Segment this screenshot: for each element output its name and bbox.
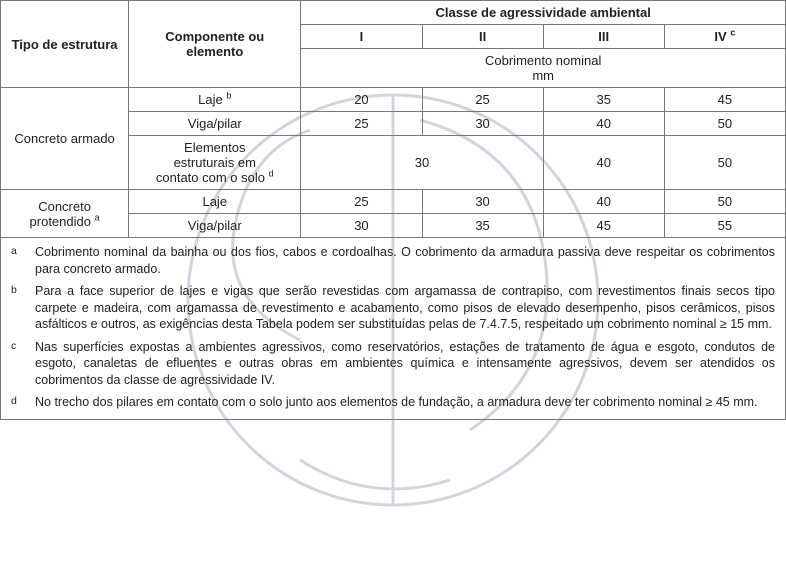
header-col-iv-label: IV	[714, 29, 726, 44]
cell-component: Laje b	[129, 88, 301, 112]
header-col-ii: II	[422, 25, 543, 49]
comp-solo-l3: contato com o solo	[156, 170, 265, 185]
header-cobrimento-l1: Cobrimento nominal	[485, 53, 601, 68]
table-row: Concreto protendido a Laje 25 30 40 50	[1, 190, 786, 214]
header-col-iv: IV c	[664, 25, 785, 49]
cell-value: 25	[301, 112, 422, 136]
note-a: a Cobrimento nominal da bainha ou dos fi…	[11, 244, 775, 277]
header-col-iii: III	[543, 25, 664, 49]
note-letter: a	[11, 244, 25, 259]
cell-value: 25	[301, 190, 422, 214]
cell-value: 40	[543, 136, 664, 190]
group-concreto-armado: Concreto armado	[1, 88, 129, 190]
cell-value: 50	[664, 112, 785, 136]
note-letter: c	[11, 339, 25, 354]
note-text: Cobrimento nominal da bainha ou dos fios…	[35, 244, 775, 277]
cell-component: Elementos estruturais em contato com o s…	[129, 136, 301, 190]
cell-value: 40	[543, 190, 664, 214]
note-text: No trecho dos pilares em contato com o s…	[35, 394, 775, 411]
cell-value: 45	[543, 214, 664, 238]
group-concreto-protendido: Concreto protendido a	[1, 190, 129, 238]
table-row: Concreto armado Laje b 20 25 35 45	[1, 88, 786, 112]
note-b: b Para a face superior de lajes e vigas …	[11, 283, 775, 333]
cell-value: 50	[664, 136, 785, 190]
cell-component: Viga/pilar	[129, 214, 301, 238]
header-cobrimento: Cobrimento nominal mm	[301, 49, 786, 88]
cell-value: 55	[664, 214, 785, 238]
cell-value: 30	[301, 214, 422, 238]
cell-value: 25	[422, 88, 543, 112]
cell-value: 50	[664, 190, 785, 214]
note-letter: b	[11, 283, 25, 298]
comp-laje-sup: b	[226, 91, 231, 101]
grp2-l2: protendido	[30, 214, 91, 229]
header-classe: Classe de agressividade ambiental	[301, 1, 786, 25]
header-tipo: Tipo de estrutura	[1, 1, 129, 88]
cell-value: 30	[422, 190, 543, 214]
cell-component: Viga/pilar	[129, 112, 301, 136]
cell-component: Laje	[129, 190, 301, 214]
header-col-i: I	[301, 25, 422, 49]
cell-value: 35	[543, 88, 664, 112]
coverage-table: Tipo de estrutura Componente ou elemento…	[0, 0, 786, 238]
notes-container: a Cobrimento nominal da bainha ou dos fi…	[0, 238, 786, 420]
comp-laje: Laje	[198, 92, 223, 107]
cell-value: 20	[301, 88, 422, 112]
header-componente: Componente ou elemento	[129, 1, 301, 88]
grp2-sup: a	[95, 212, 100, 222]
note-text: Nas superfícies expostas a ambientes agr…	[35, 339, 775, 389]
header-cobrimento-l2: mm	[532, 68, 554, 83]
cell-value: 30	[422, 112, 543, 136]
note-text: Para a face superior de lajes e vigas qu…	[35, 283, 775, 333]
cell-value: 40	[543, 112, 664, 136]
note-letter: d	[11, 394, 25, 409]
comp-solo-l2: estruturais em	[174, 155, 256, 170]
grp2-l1: Concreto	[38, 199, 91, 214]
note-c: c Nas superfícies expostas a ambientes a…	[11, 339, 775, 389]
comp-solo-l1: Elementos	[184, 140, 245, 155]
cell-value: 35	[422, 214, 543, 238]
cell-value: 30	[301, 136, 543, 190]
comp-solo-sup: d	[269, 169, 274, 179]
note-d: d No trecho dos pilares em contato com o…	[11, 394, 775, 411]
header-col-iv-sup: c	[730, 28, 735, 38]
cell-value: 45	[664, 88, 785, 112]
